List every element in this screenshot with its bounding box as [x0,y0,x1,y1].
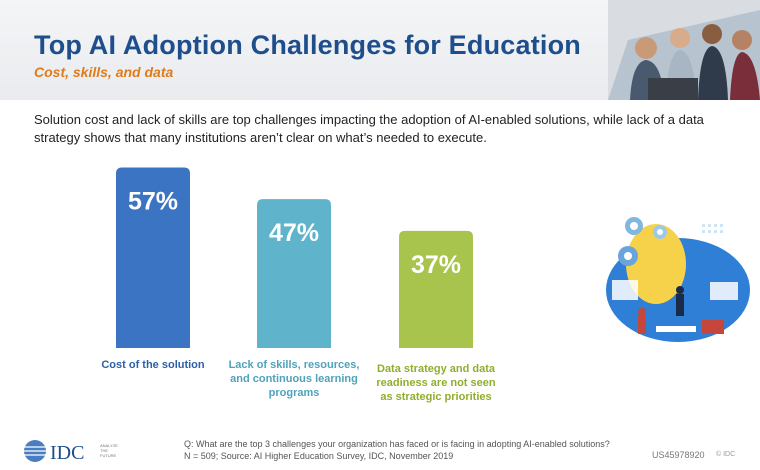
category-label-2: Lack of skills, resources, and continuous… [219,358,369,400]
bar-1 [116,167,190,348]
category-label-line: readiness are not seen [376,377,496,389]
idc-tagline-2: THE [100,448,108,453]
category-label-line: Data strategy and data [377,363,495,375]
bar-value-label-2: 47% [269,219,319,247]
category-label-line: programs [268,387,320,399]
copyright: © IDC [716,451,736,458]
category-label-line: Lack of skills, resources, [228,359,360,371]
category-label-line: Cost of the solution [101,359,205,371]
survey-question: Q: What are the top 3 challenges your or… [184,439,610,449]
ai-illustration-icon [606,217,750,342]
students-photo-icon [608,0,760,100]
idc-logo-text: IDC [50,442,84,464]
page-subtitle: Cost, skills, and data [34,64,174,80]
idc-tagline-3: FUTURE [100,453,117,458]
bar-value-label-1: 57% [128,188,178,216]
category-label-1: Cost of the solution [88,358,218,372]
category-label-3: Data strategy and data readiness are not … [361,362,511,404]
bar-3 [399,230,473,348]
survey-source: N = 509; Source: AI Higher Education Sur… [184,451,454,461]
bar-value-label-3: 37% [411,251,461,279]
footnote: Q: What are the top 3 challenges your or… [184,438,610,462]
idc-tagline-1: ANALYZE [100,443,118,448]
idc-logo-icon: IDC ANALYZE THE FUTURE [24,440,118,464]
page-title: Top AI Adoption Challenges for Education [34,30,581,60]
category-label-line: and continuous learning [230,373,358,385]
document-id: US45978920 [652,450,705,460]
bar-2 [257,199,331,348]
description: Solution cost and lack of skills are top… [34,112,704,145]
category-label-line: as strategic priorities [380,391,492,403]
